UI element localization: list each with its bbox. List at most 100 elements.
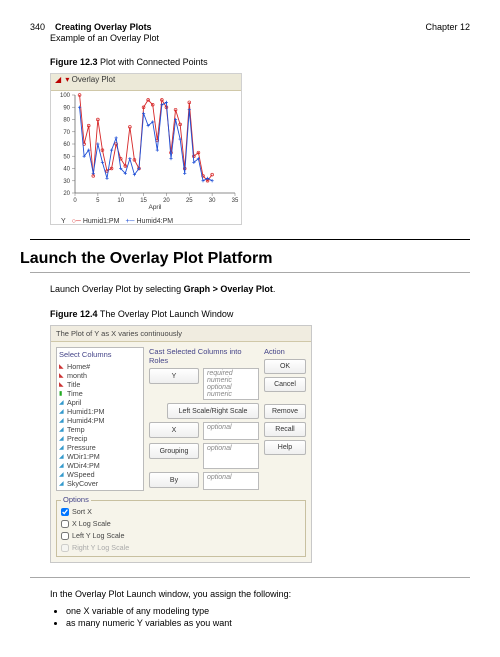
options-title: Options <box>61 495 91 504</box>
remove-button[interactable]: Remove <box>264 404 306 419</box>
column-item[interactable]: ▮Time <box>59 389 141 398</box>
svg-text:15: 15 <box>140 198 147 204</box>
overlay-plot-svg: 20 30 40 50 60 70 80 90 100 0 5 10 15 20 25 30 35 April <box>51 91 241 211</box>
closing-intro: In the Overlay Plot Launch window, you a… <box>50 588 470 600</box>
roles-panel: Cast Selected Columns into Roles Y requi… <box>149 347 259 491</box>
svg-text:60: 60 <box>63 142 70 148</box>
svg-text:20: 20 <box>163 198 170 204</box>
column-item[interactable]: ◣Title <box>59 380 141 389</box>
x-log-input[interactable] <box>61 520 69 528</box>
left-y-log-input[interactable] <box>61 532 69 540</box>
chart-legend: Y ○─Humid1:PM +─Humid4:PM <box>51 215 241 227</box>
y-axis-label: Y <box>61 218 66 225</box>
figure-12-4-caption: Figure 12.4 The Overlay Plot Launch Wind… <box>50 309 470 319</box>
svg-text:35: 35 <box>232 198 239 204</box>
action-panel: Action OK Cancel Remove Recall Help <box>264 347 306 491</box>
select-columns-label: Select Columns <box>59 350 141 359</box>
recall-button[interactable]: Recall <box>264 422 306 437</box>
sort-x-input[interactable] <box>61 508 69 516</box>
cast-label: Cast Selected Columns into Roles <box>149 347 259 365</box>
svg-text:40: 40 <box>63 167 70 173</box>
column-item[interactable]: ◢Temp <box>59 425 141 434</box>
bullet-2: as many numeric Y variables as you want <box>66 618 470 628</box>
figure-12-4-title: The Overlay Plot Launch Window <box>98 309 234 319</box>
left-y-log-checkbox[interactable]: Left Y Log Scale <box>61 531 301 540</box>
section-divider <box>30 239 470 240</box>
svg-text:50: 50 <box>63 154 70 160</box>
legend-marker-2: +─ <box>125 218 134 225</box>
by-role-dropzone[interactable]: optional <box>203 472 259 490</box>
section-underline <box>30 272 470 273</box>
disclosure-icon: ◢ <box>55 75 61 84</box>
svg-text:100: 100 <box>60 93 71 99</box>
legend-label-2: Humid4:PM <box>137 218 174 225</box>
sort-x-checkbox[interactable]: Sort X <box>61 507 301 516</box>
chapter-subtitle: Example of an Overlay Plot <box>50 33 470 43</box>
figure-12-3-title: Plot with Connected Points <box>98 57 208 67</box>
column-item[interactable]: ◢Pressure <box>59 443 141 452</box>
legend-label-1: Humid1:PM <box>83 218 120 225</box>
chapter-label: Chapter 12 <box>425 22 470 32</box>
figure-12-4-number: Figure 12.4 <box>50 309 98 319</box>
select-columns-panel: Select Columns ◣Home#◣month◣Title▮Time◢A… <box>56 347 144 491</box>
column-item[interactable]: ◢SkyCover <box>59 479 141 488</box>
x-log-checkbox[interactable]: X Log Scale <box>61 519 301 528</box>
section-heading: Launch the Overlay Plot Platform <box>20 250 470 268</box>
svg-text:25: 25 <box>186 198 193 204</box>
column-item[interactable]: ◢WDir4:PM <box>59 461 141 470</box>
chapter-title: Creating Overlay Plots <box>55 22 152 32</box>
chart-window-title: Overlay Plot <box>72 75 116 84</box>
svg-text:20: 20 <box>63 191 70 197</box>
right-y-log-input <box>61 544 69 552</box>
intro-post: . <box>273 284 276 294</box>
bullet-1: one X variable of any modeling type <box>66 606 470 616</box>
svg-text:80: 80 <box>63 118 70 124</box>
column-item[interactable]: ◢WSpeed <box>59 470 141 479</box>
page-header: 340 Creating Overlay Plots Chapter 12 <box>30 22 470 32</box>
launch-instruction: Launch Overlay Plot by selecting Graph >… <box>50 283 470 295</box>
x-role-button[interactable]: X <box>149 422 199 438</box>
svg-text:0: 0 <box>73 198 77 204</box>
grouping-role-dropzone[interactable]: optional <box>203 443 259 469</box>
column-item[interactable]: ◢Precip <box>59 434 141 443</box>
intro-pre: Launch Overlay Plot by selecting <box>50 284 184 294</box>
action-label: Action <box>264 347 306 356</box>
svg-text:90: 90 <box>63 105 70 111</box>
dialog-title: The Plot of Y as X varies continuously <box>51 326 311 342</box>
help-button[interactable]: Help <box>264 440 306 455</box>
svg-text:10: 10 <box>117 198 124 204</box>
right-y-log-checkbox: Right Y Log Scale <box>61 543 301 552</box>
svg-text:April: April <box>148 204 162 211</box>
svg-text:70: 70 <box>63 130 70 136</box>
bottom-divider <box>30 577 470 578</box>
svg-text:30: 30 <box>63 179 70 185</box>
column-item[interactable]: ◣Home# <box>59 362 141 371</box>
left-right-scale-button[interactable]: Left Scale/Right Scale <box>167 403 259 419</box>
column-item[interactable]: ◣month <box>59 371 141 380</box>
closing-bullets: one X variable of any modeling type as m… <box>56 606 470 628</box>
x-role-dropzone[interactable]: optional <box>203 422 259 440</box>
y-role-button[interactable]: Y <box>149 368 199 384</box>
intro-bold: Graph > Overlay Plot <box>184 284 273 294</box>
cancel-button[interactable]: Cancel <box>264 377 306 392</box>
figure-12-3-chart: ◢ ▾ Overlay Plot 20 30 40 50 60 70 80 90 100 0 5 10… <box>50 73 470 225</box>
svg-text:30: 30 <box>209 198 216 204</box>
column-item[interactable]: ◢WDir1:PM <box>59 452 141 461</box>
options-panel: Options Sort X X Log Scale Left Y Log Sc… <box>56 500 306 557</box>
svg-text:5: 5 <box>96 198 100 204</box>
chart-title-bar: ◢ ▾ Overlay Plot <box>51 74 241 91</box>
y-placeholder-2: optional numeric <box>207 384 255 398</box>
y-role-dropzone[interactable]: required numeric optional numeric <box>203 368 259 400</box>
legend-marker-1: ○─ <box>72 218 81 225</box>
figure-12-3-caption: Figure 12.3 Plot with Connected Points <box>50 57 470 67</box>
column-item[interactable]: ◢April <box>59 398 141 407</box>
figure-12-3-number: Figure 12.3 <box>50 57 98 67</box>
grouping-role-button[interactable]: Grouping <box>149 443 199 459</box>
page-number: 340 <box>30 22 45 32</box>
by-role-button[interactable]: By <box>149 472 199 488</box>
column-item[interactable]: ◢Humid1:PM <box>59 407 141 416</box>
ok-button[interactable]: OK <box>264 359 306 374</box>
column-item[interactable]: ◢Humid4:PM <box>59 416 141 425</box>
y-placeholder-1: required numeric <box>207 370 255 384</box>
launch-dialog: The Plot of Y as X varies continuously S… <box>50 325 312 563</box>
